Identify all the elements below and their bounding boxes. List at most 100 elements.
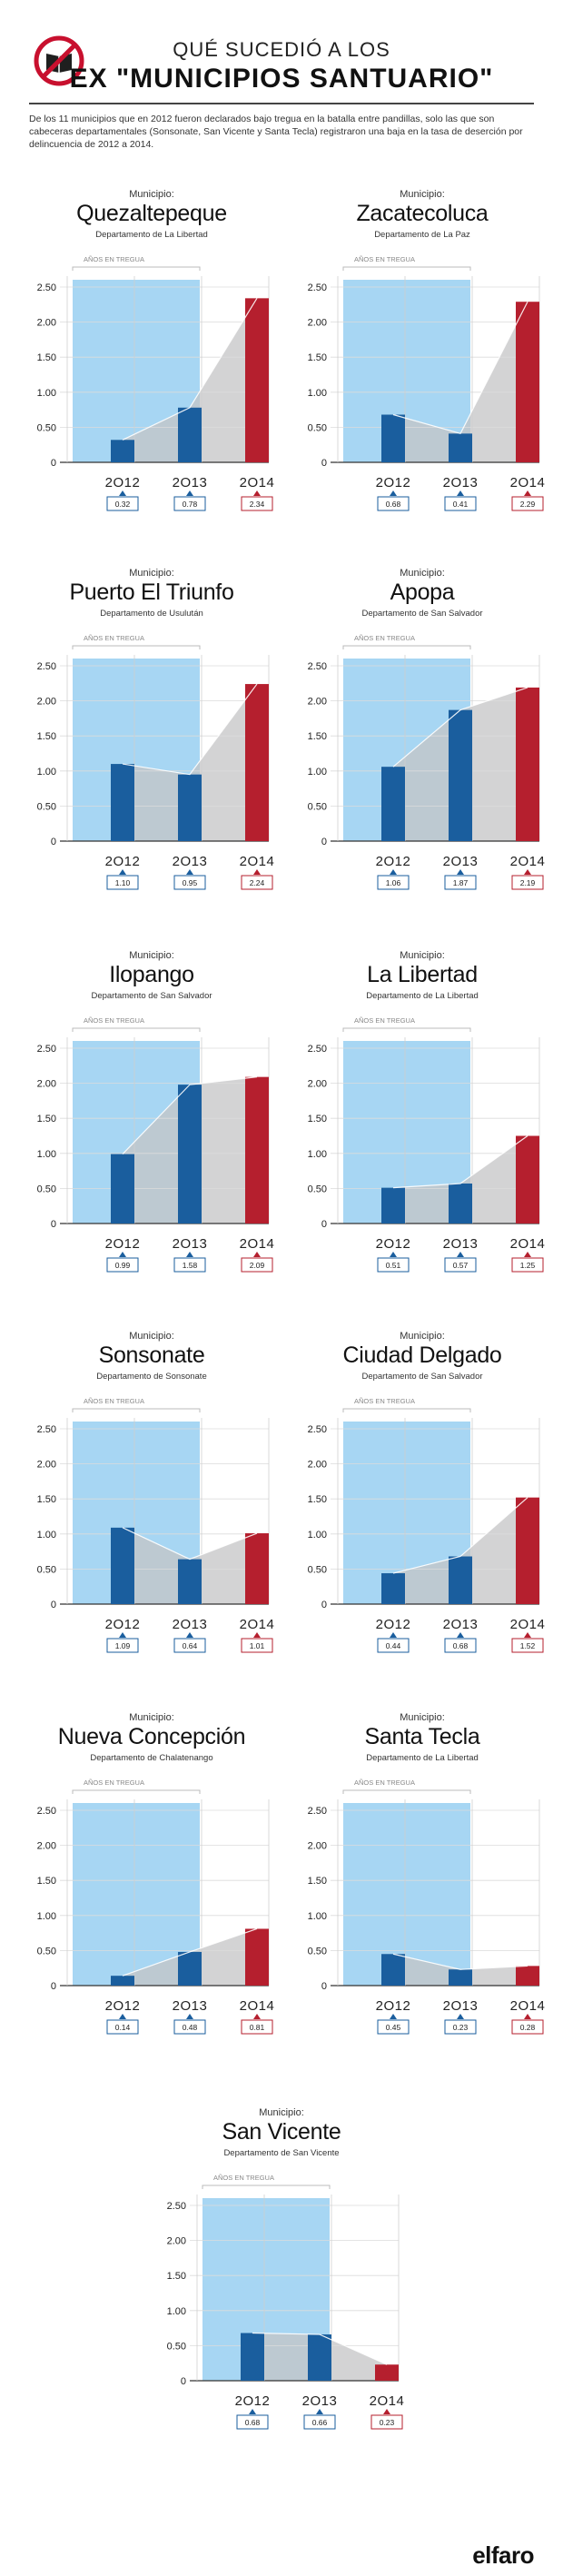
municipio-name: La Libertad (367, 962, 478, 987)
departamento-name: Departamento de Chalatenango (90, 1753, 213, 1763)
value-box (377, 496, 410, 511)
bar-chart: AÑOS EN TREGUA 0 0.50 1.00 1.50 2.00 2.50 2O12 0… (37, 1778, 274, 2035)
value-pointer (524, 1252, 531, 1257)
value-pointer (186, 869, 193, 875)
value-label: 0.81 (250, 2023, 265, 2032)
municipio-name: Nueva Concepción (57, 1724, 246, 1749)
trend-line (392, 687, 528, 768)
value-label: 0.23 (453, 2023, 469, 2032)
y-tick-label: 2.50 (37, 661, 56, 672)
tregua-label: AÑOS EN TREGUA (354, 1778, 415, 1787)
y-tick-label: 0 (321, 1219, 327, 1230)
value-box (241, 875, 273, 890)
y-tick-label: 2.00 (308, 1460, 327, 1471)
value-pointer (253, 2014, 261, 2019)
y-tick-label: 1.00 (308, 1149, 327, 1160)
year-label: 2O12 (376, 1998, 411, 2014)
y-tick-label: 1.50 (37, 1876, 56, 1887)
departamento-name: Departamento de La Libertad (366, 1753, 479, 1763)
y-tick-label: 1.50 (308, 731, 327, 742)
value-label: 1.52 (520, 1641, 536, 1650)
bar-2014 (245, 298, 269, 462)
bar-2014 (516, 1135, 539, 1224)
y-tick-label: 1.00 (37, 1911, 56, 1922)
y-tick-label: 1.50 (308, 1494, 327, 1505)
municipio-label: Municipio: (400, 950, 445, 961)
value-pointer (524, 2014, 531, 2019)
year-label: 2O12 (376, 1617, 411, 1632)
bar-2013 (449, 433, 472, 462)
municipio-chart-panel: Municipio: Ilopango Departamento de San Sa… (20, 950, 283, 1332)
tregua-bracket (342, 266, 471, 271)
trend-area (123, 684, 257, 841)
year-label: 2O14 (510, 1617, 546, 1632)
municipio-label: Municipio: (400, 568, 445, 579)
title-divider (29, 103, 534, 104)
municipio-name: Ciudad Delgado (342, 1342, 502, 1368)
bar-2013 (449, 709, 472, 841)
bar-2012 (381, 1573, 405, 1604)
municipio-label: Municipio: (400, 1331, 445, 1342)
y-tick-label: 2.50 (37, 1806, 56, 1817)
y-tick-label: 0.50 (308, 1184, 327, 1194)
tregua-band (343, 1803, 470, 1986)
trend-area (393, 302, 528, 462)
y-tick-label: 2.00 (308, 1079, 327, 1090)
value-pointer (186, 2014, 193, 2019)
value-box (444, 1638, 477, 1653)
municipio-name: Zacatecoluca (356, 201, 489, 226)
value-box (377, 1257, 410, 1273)
municipio-chart-panel: Municipio: Santa Tecla Departamento de La … (291, 1712, 554, 2094)
tregua-bracket (342, 1027, 471, 1032)
municipio-name: Ilopango (109, 962, 194, 987)
value-label: 0.28 (520, 2023, 536, 2032)
value-box (173, 875, 206, 890)
y-tick-label: 0.50 (37, 1564, 56, 1575)
tregua-label: AÑOS EN TREGUA (354, 634, 415, 642)
year-label: 2O12 (376, 854, 411, 869)
y-tick-label: 1.00 (37, 767, 56, 778)
year-label: 2O12 (376, 1236, 411, 1252)
year-label: 2O14 (240, 854, 275, 869)
value-label: 2.29 (520, 500, 536, 509)
value-label: 0.48 (183, 2023, 198, 2032)
year-label: 2O12 (105, 1998, 141, 2014)
municipio-label: Municipio: (400, 189, 445, 200)
bar-2013 (449, 1183, 472, 1224)
value-box (511, 1257, 544, 1273)
tregua-bracket (72, 1789, 201, 1794)
y-tick-label: 2.50 (37, 1424, 56, 1435)
y-tick-label: 1.00 (308, 767, 327, 778)
municipio-label: Municipio: (129, 1331, 174, 1342)
value-label: 1.58 (183, 1261, 198, 1270)
value-pointer (524, 490, 531, 496)
value-box (106, 1257, 139, 1273)
value-pointer (390, 490, 397, 496)
year-label: 2O13 (443, 854, 479, 869)
value-label: 0.66 (312, 2418, 328, 2427)
value-pointer (253, 1632, 261, 1638)
y-tick-label: 1.00 (308, 1911, 327, 1922)
value-box (377, 1638, 410, 1653)
bar-2013 (178, 1085, 202, 1224)
tregua-label: AÑOS EN TREGUA (354, 255, 415, 263)
bar-2012 (241, 2333, 264, 2381)
y-tick-label: 2.00 (37, 1460, 56, 1471)
value-pointer (186, 490, 193, 496)
y-tick-label: 1.50 (37, 352, 56, 363)
y-tick-label: 2.50 (308, 1044, 327, 1055)
value-box (173, 1638, 206, 1653)
value-label: 0.68 (453, 1641, 469, 1650)
bar-2014 (516, 1966, 539, 1986)
tregua-bracket (342, 1789, 471, 1794)
y-tick-label: 2.00 (308, 1841, 327, 1852)
tregua-bracket (72, 266, 201, 271)
trend-line (392, 301, 528, 435)
y-tick-label: 0.50 (37, 422, 56, 433)
value-label: 0.78 (183, 500, 198, 509)
departamento-name: Departamento de La Libertad (366, 991, 479, 1001)
value-pointer (524, 869, 531, 875)
value-box (173, 496, 206, 511)
value-label: 2.09 (250, 1261, 265, 1270)
bar-2012 (381, 1187, 405, 1224)
